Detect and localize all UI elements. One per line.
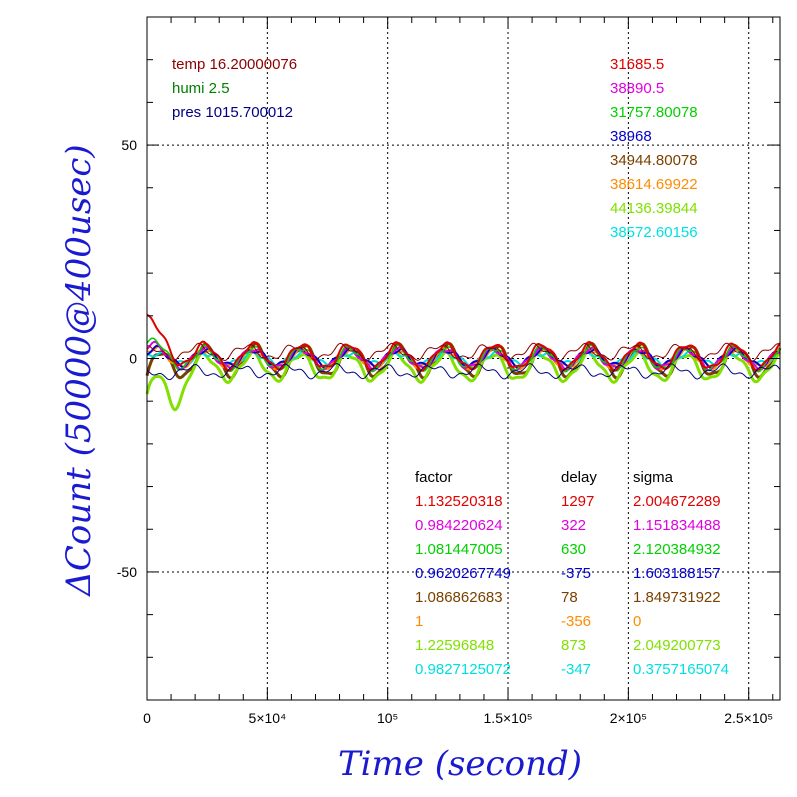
parameter-table: factor delay sigma 1.132520318 1297 2.0046722… [415,469,729,678]
x-tick-label: 5×10⁴ [249,710,287,726]
env-readout-line: temp 16.20000076 [172,56,297,73]
series-line [146,363,781,381]
table-cell: 322 [561,517,586,534]
x-tick-label: 10⁵ [377,710,398,726]
env-readout-line: humi 2.5 [172,80,230,97]
table-cell: 2.049200773 [633,637,721,654]
y-tick-label: 0 [129,351,137,367]
table-cell: 1.086862683 [415,589,503,606]
table-cell: 1.603188157 [633,565,721,582]
table-cell: 1.849731922 [633,589,721,606]
series-value: 38614.69922 [610,176,698,193]
env-readout-line: pres 1015.700012 [172,104,293,121]
y-axis-title: ΔCount (50000@400usec) [59,144,99,597]
series-value: 38572.60156 [610,224,698,241]
series-value: 38968 [610,128,652,145]
table-cell: 1.151834488 [633,517,721,534]
table-cell: -375 [561,565,591,582]
table-cell: 1.081447005 [415,541,503,558]
x-axis-title: Time (second) [338,744,582,784]
series-value: 34944.80078 [610,152,698,169]
series-line [146,313,781,372]
table-cell: 2.120384932 [633,541,721,558]
series-value: 38890.5 [610,80,664,97]
table-cell: 1.22596848 [415,637,494,654]
series-value: 31685.5 [610,56,664,73]
series-value: 31757.80078 [610,104,698,121]
series-line [146,337,781,373]
table-header: sigma [633,469,674,486]
table-cell: 0.3757165074 [633,661,729,678]
series-values: 31685.5 38890.5 31757.80078 38968 34944.8007… [610,56,698,241]
table-cell: 1297 [561,493,594,510]
table-cell: 1 [415,613,423,630]
y-tick-label: -50 [117,564,137,580]
y-tick-label: 50 [121,137,137,153]
x-tick-label: 1.5×10⁵ [484,710,533,726]
table-header: factor [415,469,453,486]
series-value: 44136.39844 [610,200,698,217]
table-cell: -356 [561,613,591,630]
table-cell: 2.004672289 [633,493,721,510]
series-line [147,342,781,362]
x-tick-label: 2.5×10⁵ [724,710,773,726]
table-cell: -347 [561,661,591,678]
table-cell: 873 [561,637,586,654]
table-cell: 0.984220624 [415,517,503,534]
tick-labels: 0 5×10⁴ 10⁵ 1.5×10⁵ 2×10⁵ 2.5×10⁵ 50 0 -50 [117,137,773,726]
table-cell: 630 [561,541,586,558]
table-cell: 1.132520318 [415,493,503,510]
table-cell: 0.9827125072 [415,661,511,678]
series-curves [145,313,782,412]
x-tick-label: 0 [143,710,151,726]
axis-ticks [146,16,780,701]
table-cell: 78 [561,589,578,606]
table-header: delay [561,469,597,486]
x-tick-label: 2×10⁵ [610,710,647,726]
table-cell: 0 [633,613,641,630]
table-cell: 0.9620267749 [415,565,511,582]
environment-readout: temp 16.20000076 humi 2.5 pres 1015.700012 [172,56,297,121]
